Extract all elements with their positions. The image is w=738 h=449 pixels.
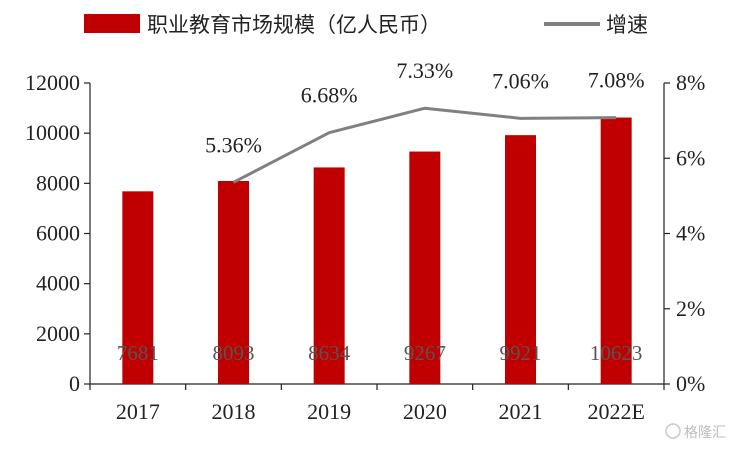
bar <box>122 191 154 384</box>
growth-rate-line <box>232 106 617 184</box>
right-tick-label: 2% <box>676 296 705 321</box>
left-axis: 0 2000 4000 6000 8000 10000 12000 <box>25 70 91 396</box>
x-tick-label: 2019 <box>307 399 351 424</box>
bar <box>600 117 632 385</box>
growth-rate-labels: 5.36% 6.68% 7.33% 7.06% 7.08% <box>205 58 644 157</box>
right-tick-label: 4% <box>676 221 705 246</box>
growth-rate-label: 7.08% <box>588 68 645 93</box>
left-tick-label: 12000 <box>25 70 80 95</box>
x-tick-label: 2021 <box>499 399 543 424</box>
left-tick-label: 6000 <box>36 221 80 246</box>
bar <box>218 181 249 384</box>
bar <box>313 167 345 384</box>
watermark-text: 格隆汇 <box>684 425 726 441</box>
legend-bar-swatch <box>84 14 140 33</box>
x-axis: 2017 2018 2019 2020 2021 2022E <box>89 383 665 424</box>
bar-value-label: 8634 <box>308 341 351 365</box>
growth-rate-label: 5.36% <box>205 132 262 157</box>
bar-value-label: 10623 <box>590 341 643 365</box>
bar-value-labels: 7681 8093 8634 9267 9921 10623 <box>117 341 643 365</box>
bars <box>122 117 632 385</box>
right-tick-label: 8% <box>676 70 705 95</box>
growth-rate-label: 6.68% <box>301 83 358 108</box>
x-tick-label: 2020 <box>403 399 447 424</box>
legend-bar-label: 职业教育市场规模（亿人民币） <box>147 13 441 37</box>
watermark: 格隆汇 <box>665 423 726 441</box>
legend: 职业教育市场规模（亿人民币） 增速 <box>84 13 648 37</box>
x-tick-label: 2022E <box>587 399 644 424</box>
bar-value-label: 8093 <box>213 341 255 365</box>
growth-rate-polyline <box>232 106 617 184</box>
bar-value-label: 9921 <box>500 341 542 365</box>
left-tick-label: 10000 <box>25 120 80 145</box>
x-tick-label: 2017 <box>116 399 160 424</box>
growth-rate-label: 7.06% <box>492 68 549 93</box>
left-tick-label: 8000 <box>36 170 80 195</box>
right-tick-label: 6% <box>676 145 705 170</box>
bar <box>409 151 441 384</box>
bar <box>505 135 536 384</box>
bar-value-label: 7681 <box>117 341 159 365</box>
growth-rate-label: 7.33% <box>396 58 453 83</box>
left-tick-label: 0 <box>69 371 80 396</box>
x-tick-label: 2018 <box>212 399 256 424</box>
right-axis: 0% 2% 4% 6% 8% <box>663 70 705 396</box>
watermark-logo-icon <box>665 423 681 439</box>
left-tick-label: 2000 <box>36 321 80 346</box>
left-tick-label: 4000 <box>36 271 80 296</box>
right-tick-label: 0% <box>676 371 705 396</box>
bar-value-label: 9267 <box>404 341 446 365</box>
legend-line-label: 增速 <box>606 13 648 37</box>
